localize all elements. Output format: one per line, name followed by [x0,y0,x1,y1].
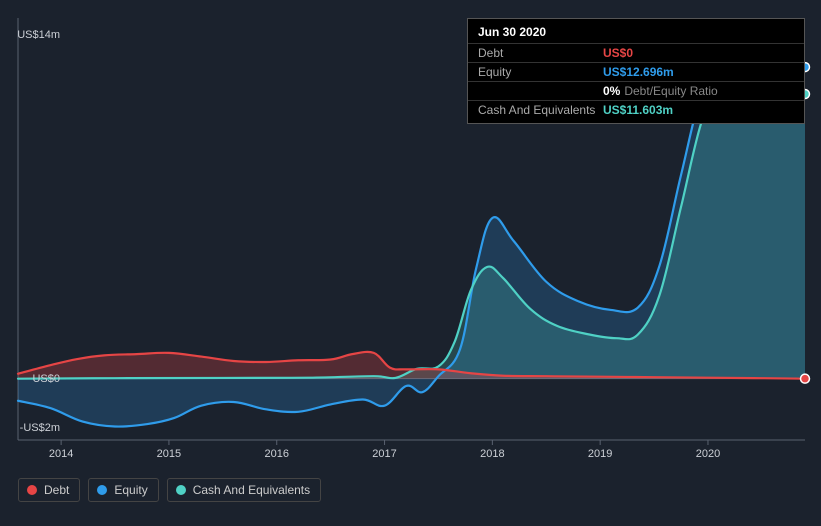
tooltip-row: 0% Debt/Equity Ratio [468,81,804,100]
legend-item-equity[interactable]: Equity [88,478,158,502]
tooltip-rows: DebtUS$0EquityUS$12.696m0%Debt/Equity Ra… [468,43,804,119]
tooltip-row-label [478,84,603,98]
tooltip-row-value: US$0 [603,46,633,60]
legend-item-debt[interactable]: Debt [18,478,80,502]
tooltip-row-value: US$12.696m [603,65,674,79]
y-axis-label: US$0 [32,373,60,385]
x-axis-label: 2014 [49,448,73,460]
legend-swatch-icon [176,485,186,495]
x-axis-label: 2016 [264,448,288,460]
x-axis-label: 2018 [480,448,504,460]
x-axis-label: 2015 [157,448,181,460]
y-axis-label: -US$2m [20,422,60,434]
tooltip-row-label: Equity [478,65,603,79]
tooltip-row: EquityUS$12.696m [468,62,804,81]
tooltip-row: DebtUS$0 [468,43,804,62]
legend-swatch-icon [97,485,107,495]
x-axis-label: 2019 [588,448,612,460]
legend-swatch-icon [27,485,37,495]
x-axis-label: 2020 [696,448,720,460]
tooltip-row-label: Cash And Equivalents [478,103,603,117]
tooltip: Jun 30 2020 DebtUS$0EquityUS$12.696m0%De… [467,18,805,124]
x-axis-label: 2017 [372,448,396,460]
tooltip-title: Jun 30 2020 [468,23,804,43]
legend: Debt Equity Cash And Equivalents [18,478,321,502]
legend-label: Cash And Equivalents [193,483,310,497]
legend-label: Equity [114,483,147,497]
legend-label: Debt [44,483,69,497]
legend-item-cash[interactable]: Cash And Equivalents [167,478,321,502]
y-axis-label: US$14m [17,29,60,41]
tooltip-row-suffix: Debt/Equity Ratio [624,84,717,98]
tooltip-row-value: 0% [603,84,620,98]
tooltip-row-label: Debt [478,46,603,60]
chart-container: Jun 30 2020 DebtUS$0EquityUS$12.696m0%De… [0,0,821,526]
tooltip-row: Cash And EquivalentsUS$11.603m [468,100,804,119]
tooltip-row-value: US$11.603m [603,103,673,117]
debt-end-marker [801,374,810,383]
